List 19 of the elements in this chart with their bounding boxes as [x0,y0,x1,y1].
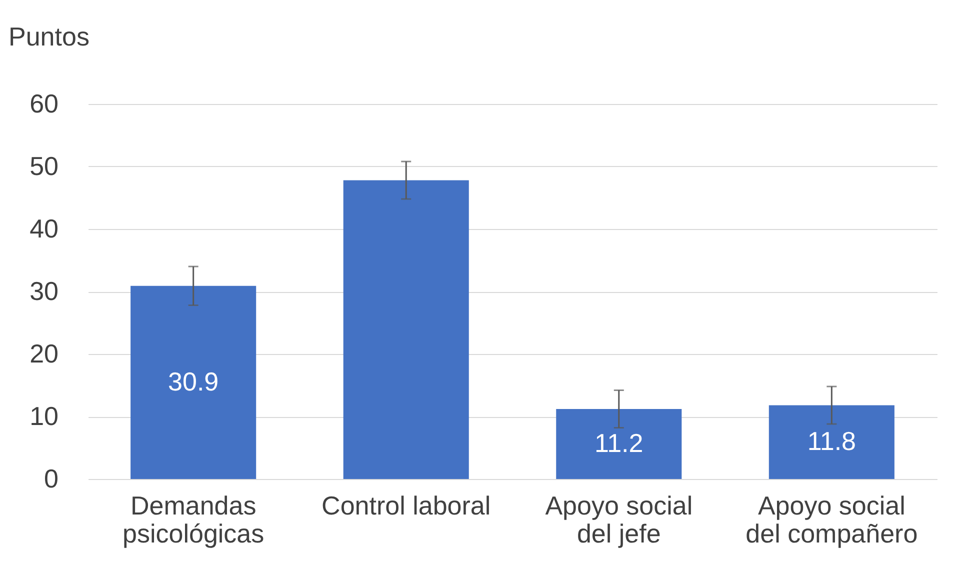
bar [343,180,469,479]
bar [556,409,682,479]
x-tick-label: Apoyo social del compañero [746,490,918,548]
y-tick-label: 50 [30,151,58,181]
x-tick-label: Apoyo social del jefe [545,490,693,548]
data-label: 30.9 [168,366,219,396]
y-tick-label: 60 [30,88,58,118]
y-tick-label: 10 [30,401,58,431]
data-label: 11.2 [594,428,644,458]
y-tick-label: 20 [30,338,58,368]
x-tick-label: Demandas psicológicas [122,490,264,548]
bar [130,286,256,479]
y-axis-title: Puntos [8,22,90,52]
y-tick-label: 40 [30,214,58,244]
y-tick-label: 0 [44,464,58,494]
data-label: 11.8 [807,426,856,456]
y-tick-label: 30 [30,276,58,306]
bar [768,405,894,479]
x-tick-label: Control laboral [322,490,491,520]
